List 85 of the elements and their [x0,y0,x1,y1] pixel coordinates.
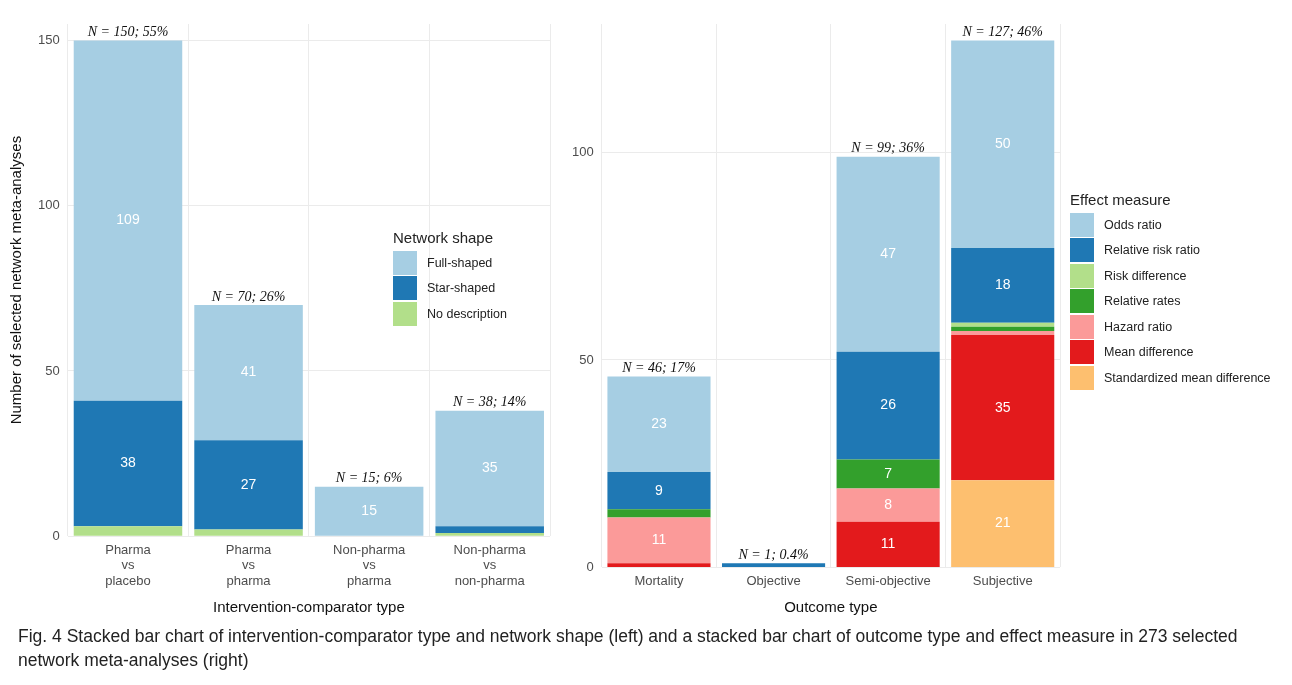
total-label: N = 38; 14% [451,394,527,410]
bar [435,526,544,533]
x-tick-label: Semi-objective [845,572,931,588]
bar [73,40,183,401]
legend-label: Relative risk ratio [1104,243,1200,258]
bar [722,563,826,567]
data-label: 38 [120,454,136,471]
bar [836,488,940,522]
legend-label: No description [427,306,507,321]
y-tick-label: 50 [45,362,60,378]
data-label: 26 [880,396,897,413]
bar [951,335,1055,481]
data-label: 11 [651,531,667,548]
x-tick-label: Non-pharma vs non-pharma [453,541,527,588]
legend-label: Star-shaped [427,281,496,296]
bar [951,326,1055,331]
bar [836,521,940,567]
total-label: N = 99; 36% [850,140,925,156]
data-label: 35 [481,459,498,476]
y-tick-label: 100 [571,144,594,160]
data-label: 109 [116,211,140,228]
data-label: 8 [884,496,893,513]
y-tick-label: 50 [579,351,594,367]
bar [951,330,1055,336]
data-label: 11 [880,535,896,552]
bar [73,400,183,527]
bar [194,529,303,536]
bar [951,322,1055,327]
data-label: 23 [651,415,667,432]
x-tick-label: Objective [746,572,801,588]
total-label: N = 1; 0.4% [737,546,809,562]
y-tick-label: 0 [52,527,60,543]
total-label: N = 70; 26% [210,288,286,304]
x-axis-title: Intervention-comparator type [212,598,405,616]
legend-title: Effect measure [1070,191,1172,208]
data-label: 15 [361,502,378,519]
legend-label: Odds ratio [1104,217,1162,232]
legend-label: Hazard ratio [1104,319,1173,334]
bar [435,532,544,536]
x-tick-label: Mortality [634,572,685,588]
bar [435,410,544,527]
total-label: N = 127; 46% [961,24,1044,40]
legend-label: Relative rates [1104,294,1181,309]
bar [607,509,711,518]
data-label: 47 [880,245,897,262]
data-label: 27 [240,475,257,492]
bar [314,486,424,536]
bar [194,440,303,530]
bar [951,40,1055,248]
legend-label: Mean difference [1104,345,1194,360]
bar [73,526,183,536]
legend-label: Standardized mean difference [1104,370,1271,385]
data-label: 18 [994,276,1011,293]
bar [836,351,940,460]
legend-title: Network shape [393,229,495,246]
data-label: 21 [994,514,1011,531]
data-label: 41 [240,363,257,380]
legend-label: Full-shaped [427,255,493,270]
y-tick-label: 0 [586,558,594,574]
data-label: 50 [994,135,1011,152]
bar [607,563,711,567]
data-label: 9 [655,481,664,498]
bar [607,471,711,510]
bar [836,459,940,489]
y-tick-label: 100 [37,197,60,213]
y-axis-title: Number of selected network meta-analyses [7,135,25,425]
total-label: N = 46; 17% [621,360,696,376]
total-label: N = 150; 55% [86,24,169,40]
data-label: 35 [994,398,1011,415]
bar [951,480,1055,567]
legend-label: Risk difference [1104,268,1187,283]
x-axis-title: Outcome type [784,598,878,616]
bar [607,517,711,564]
x-tick-label: Pharma vs pharma [225,541,273,588]
x-tick-label: Subjective [972,572,1033,588]
x-tick-label: Pharma vs placebo [105,541,152,588]
y-tick-label: 150 [37,32,60,48]
total-label: N = 15; 6% [334,470,403,486]
bar [607,376,711,472]
x-tick-label: Non-pharma vs pharma [333,541,407,588]
data-label: 7 [884,464,893,481]
bar [951,248,1055,323]
bar [836,156,940,352]
bar [194,304,303,441]
caption: Fig. 4 Stacked bar chart of intervention-comparator type and network shape (left) and a stacked bar chart of outcome type and effect measure in 273 selected network meta-analyses (right) [18,625,1239,672]
